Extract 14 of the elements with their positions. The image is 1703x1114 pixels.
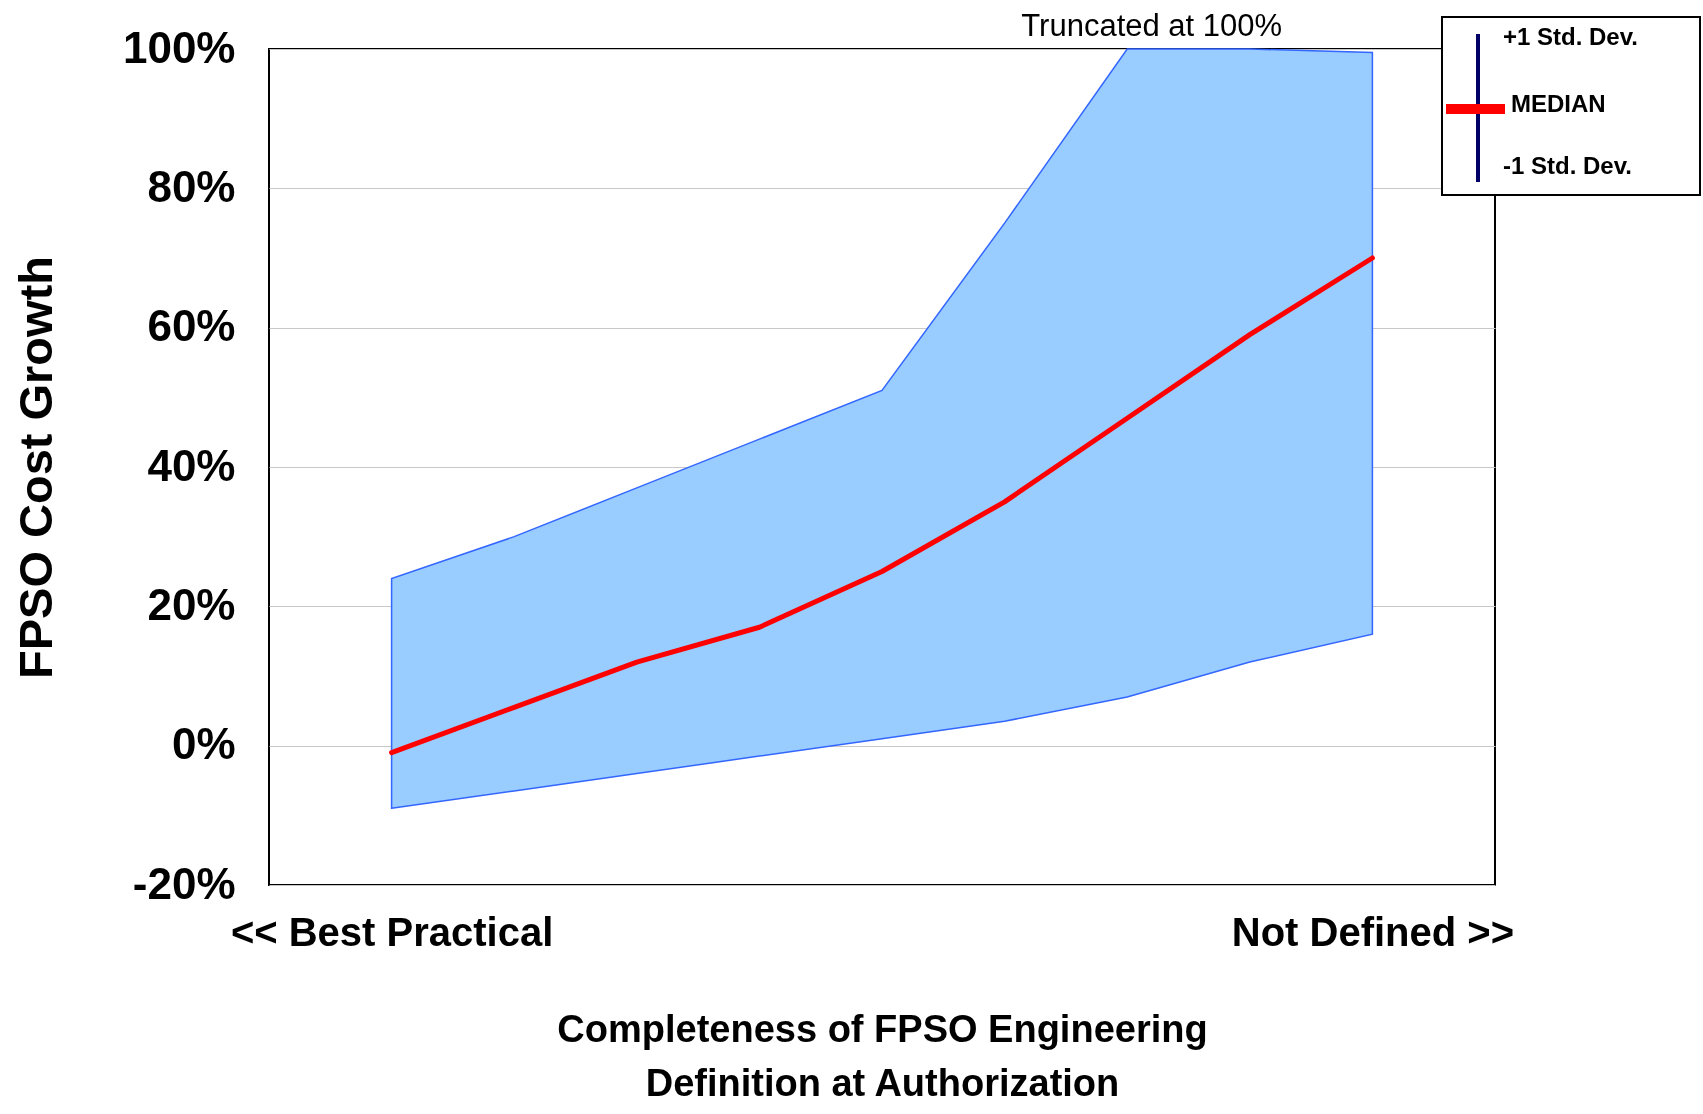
x-tick-label: Not Defined >> bbox=[1231, 909, 1515, 954]
x-axis-title: Completeness of FPSO Engineering Definition at Authorization bbox=[557, 1007, 1208, 1104]
y-tick-label: -20% bbox=[132, 858, 236, 908]
y-axis-title: FPSO Cost Growth bbox=[8, 256, 62, 679]
legend-box: +1 Std. Dev. MEDIAN -1 Std. Dev. bbox=[1441, 16, 1701, 196]
legend-label: MEDIAN bbox=[1511, 90, 1606, 118]
y-tick-label: 80% bbox=[147, 161, 236, 211]
y-tick-label: 20% bbox=[147, 579, 236, 629]
y-tick-label: 60% bbox=[147, 301, 236, 351]
y-tick-label: 0% bbox=[171, 719, 236, 769]
annotation: Truncated at 100% bbox=[1021, 8, 1283, 43]
y-tick-label: 100% bbox=[122, 22, 236, 72]
x-tick-label: << Best Practical bbox=[230, 909, 554, 954]
y-tick-label: 40% bbox=[147, 440, 236, 490]
